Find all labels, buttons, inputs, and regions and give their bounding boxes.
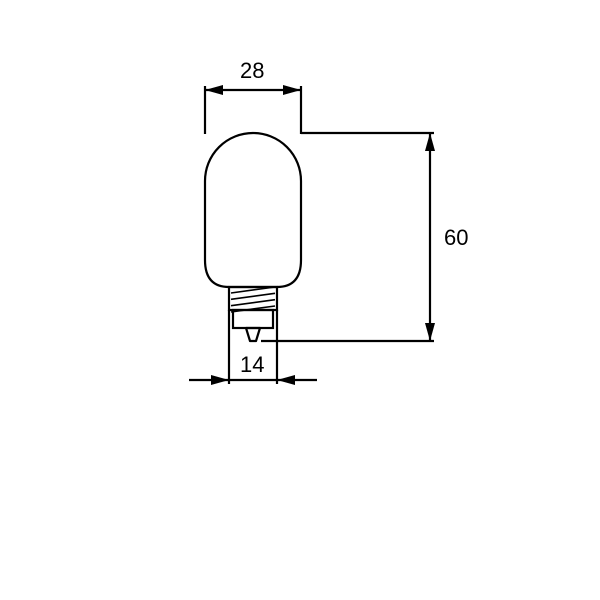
screw-threads [231,287,275,312]
dimension-base-width: 14 [189,310,317,385]
bulb-dimension-diagram: 28 14 60 [0,0,600,600]
dim-label-base-width: 14 [240,352,264,377]
dim-label-bulb-height: 60 [444,225,468,250]
bulb-outline [205,133,301,341]
dimension-bulb-width: 28 [205,58,301,134]
dimension-bulb-height: 60 [261,133,468,341]
dim-label-bulb-width: 28 [240,58,264,83]
